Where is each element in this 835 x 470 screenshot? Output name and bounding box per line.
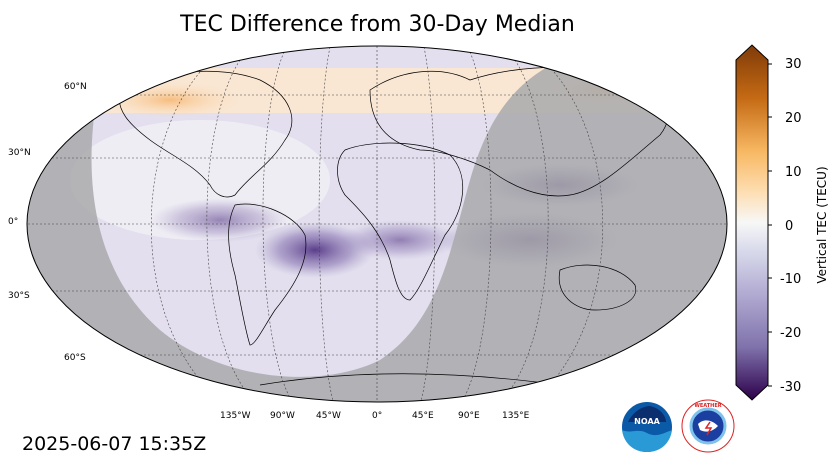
lon-label: 90°E [458,411,480,421]
svg-text:WEATHER: WEATHER [694,403,721,409]
colorbar-tick-label: 0 [785,219,793,234]
map-field [27,46,727,402]
lon-label: 90°W [270,411,295,421]
chart-title: TEC Difference from 30-Day Median [180,12,575,37]
colorbar-tick-label: 10 [785,165,802,180]
lon-label: 45°W [316,411,341,421]
noaa-logo: NOAA [622,402,672,452]
lon-label: 135°W [220,411,251,421]
colorbar: 30 20 10 0 -10 -20 -30 Vertical TEC (TEC… [735,44,829,401]
colorbar-gradient [735,44,769,401]
lon-label: 45°E [412,411,434,421]
timestamp: 2025-06-07 15:35Z [22,433,207,455]
map-border [26,45,728,403]
lat-label: 60°N [64,82,87,92]
nws-logo: WEATHER [681,399,735,453]
colorbar-tick-label: -20 [780,326,801,341]
colorbar-tick-label: -30 [780,380,801,395]
lat-label: 0° [8,217,18,227]
colorbar-tick-label: 20 [785,111,802,126]
lat-label: 30°N [8,148,31,158]
lat-label: 60°S [64,353,86,363]
colorbar-tick-label: 30 [785,57,802,72]
colorbar-label: Vertical TEC (TECU) [815,166,829,283]
lat-label: 30°S [8,291,30,301]
colorbar-tick-label: -10 [780,272,801,287]
svg-text:NOAA: NOAA [634,417,660,426]
lon-label: 0° [372,411,382,421]
coastlines [118,67,669,386]
night-shading [27,46,727,402]
lon-label: 135°E [502,411,530,421]
